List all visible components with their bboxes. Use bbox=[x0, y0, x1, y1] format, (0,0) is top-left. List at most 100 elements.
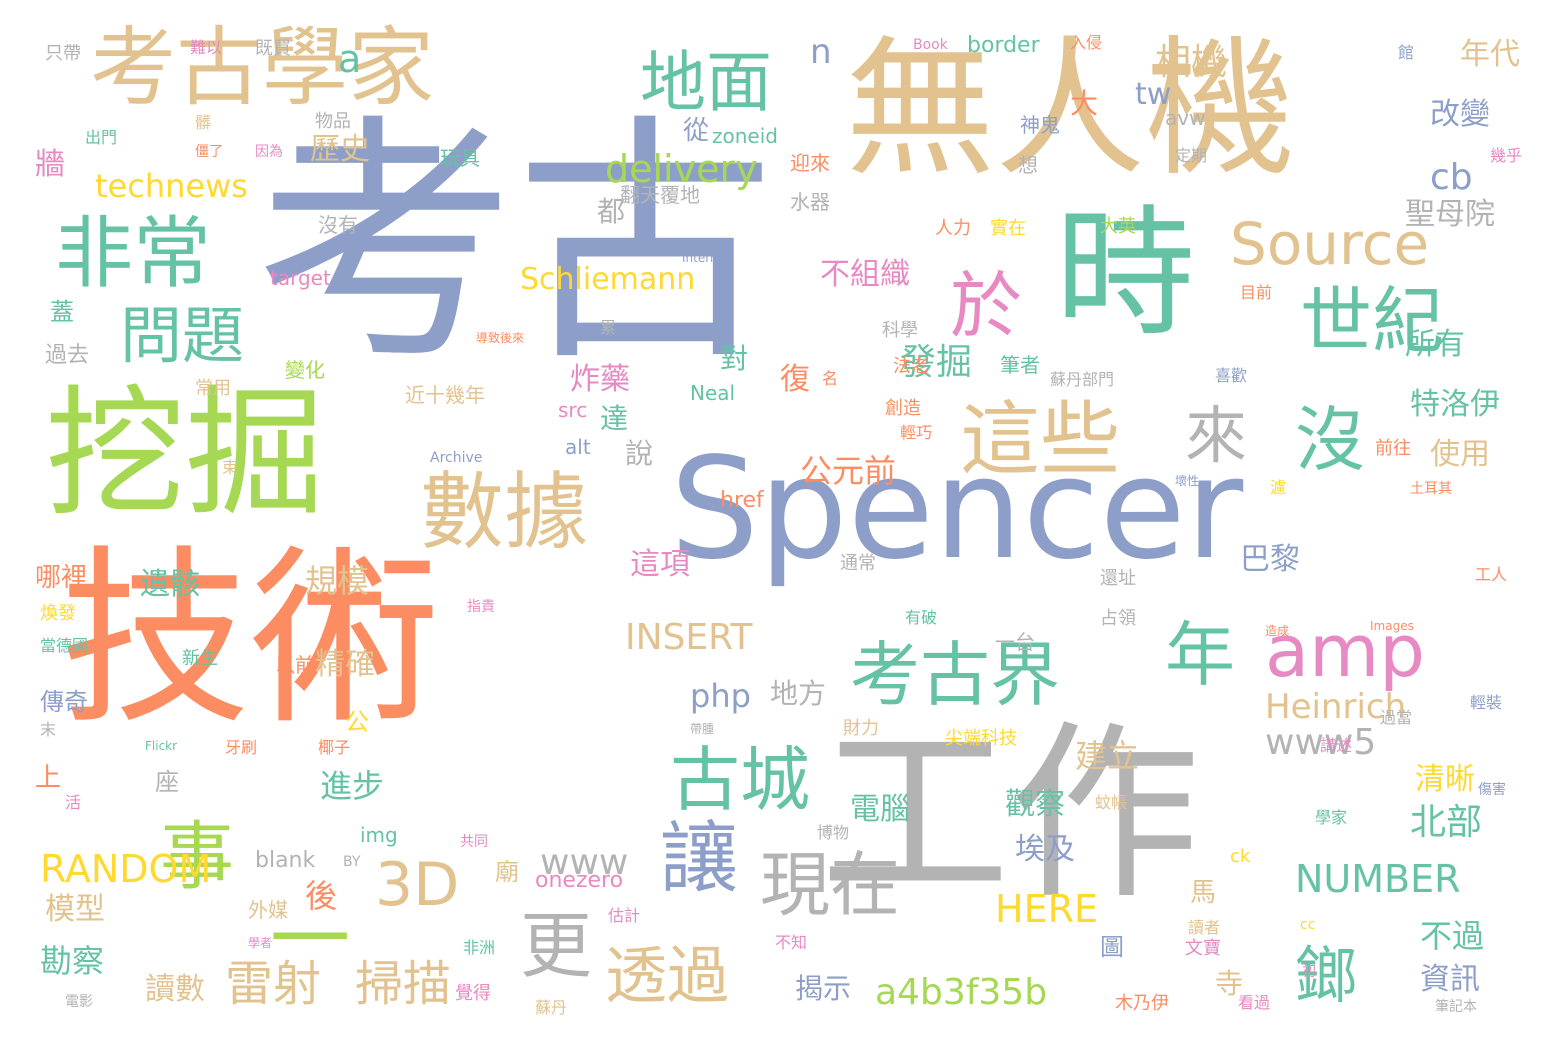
cloud-word: 學家 bbox=[1315, 808, 1348, 827]
cloud-word: 過去 bbox=[45, 343, 90, 368]
cloud-word: 3D bbox=[375, 850, 460, 920]
cloud-word: RANDOM bbox=[40, 847, 212, 891]
cloud-word: 占領 bbox=[1100, 608, 1136, 629]
cloud-word: 一 bbox=[270, 893, 350, 986]
cloud-word: Neal bbox=[690, 381, 736, 405]
cloud-word: 讓 bbox=[660, 814, 739, 904]
cloud-word: 來 bbox=[1185, 399, 1248, 472]
cloud-word: 歷史 bbox=[310, 132, 370, 167]
cloud-word: 外媒 bbox=[248, 898, 288, 922]
cloud-word: 神鬼 bbox=[1020, 113, 1060, 137]
cloud-word: 廟 bbox=[495, 858, 519, 886]
cloud-word: NUMBER bbox=[1295, 857, 1461, 901]
cloud-word: 只帶 bbox=[45, 43, 81, 64]
cloud-word: zoneid bbox=[712, 124, 778, 148]
cloud-word: 遺骸 bbox=[140, 567, 200, 602]
cloud-word: 共同 bbox=[460, 834, 488, 850]
cloud-word: www bbox=[540, 842, 629, 883]
cloud-word: 公元前 bbox=[800, 452, 897, 490]
cloud-word: src bbox=[558, 398, 588, 422]
cloud-word: 難以 bbox=[190, 38, 223, 57]
cloud-word: 觀察 bbox=[1005, 787, 1065, 822]
cloud-word: target bbox=[270, 266, 331, 290]
cloud-word: 蘇丹部門 bbox=[1050, 370, 1115, 389]
cloud-word: 座 bbox=[155, 768, 179, 796]
cloud-word: 物品 bbox=[315, 111, 351, 132]
cloud-word: 筆記本 bbox=[1435, 999, 1477, 1015]
cloud-word: 雷射 bbox=[225, 956, 322, 1012]
cloud-word: 壞性 bbox=[1175, 474, 1200, 488]
cloud-word: blank bbox=[255, 848, 316, 873]
cloud-word: 活 bbox=[65, 793, 82, 812]
cloud-word: 模型 bbox=[45, 892, 105, 927]
cloud-word: 僵了 bbox=[195, 144, 223, 160]
cloud-word: 發掘 bbox=[900, 342, 973, 383]
cloud-word: 考古 bbox=[255, 94, 775, 396]
cloud-word: 覺得 bbox=[455, 983, 491, 1004]
cloud-word: 末 bbox=[40, 720, 57, 739]
cloud-word: 使用 bbox=[1430, 437, 1490, 472]
cloud-word: HERE bbox=[995, 887, 1098, 931]
cloud-word: 電腦 bbox=[850, 792, 910, 827]
cloud-word: 定期 bbox=[1175, 146, 1208, 165]
cloud-word: 濾 bbox=[1270, 478, 1287, 497]
cloud-word: 看過 bbox=[1238, 993, 1271, 1012]
cloud-word: 有破 bbox=[905, 608, 938, 627]
cloud-word: 技術 bbox=[60, 529, 441, 750]
cloud-word: 說 bbox=[625, 437, 654, 470]
cloud-word: 數據 bbox=[420, 463, 589, 561]
cloud-word: 輕巧 bbox=[900, 423, 933, 442]
cloud-word: onezero bbox=[535, 868, 624, 893]
cloud-word: 公 bbox=[345, 708, 369, 736]
cloud-word: 蘇丹 bbox=[535, 998, 568, 1017]
cloud-word: 從 bbox=[683, 116, 710, 146]
cloud-word: Spencer bbox=[670, 428, 1244, 591]
cloud-word: 非洲 bbox=[463, 938, 496, 957]
cloud-word: 還址 bbox=[1100, 568, 1136, 589]
cloud-word: n bbox=[810, 32, 832, 72]
cloud-word: 不過 bbox=[1420, 917, 1485, 955]
cloud-word: Internet bbox=[682, 251, 730, 265]
cloud-word: 通常 bbox=[840, 553, 876, 574]
cloud-word: 事 bbox=[160, 814, 234, 900]
cloud-word: 筆者 bbox=[1000, 353, 1040, 377]
cloud-word: 大 bbox=[1070, 87, 1099, 120]
cloud-word: 一台 bbox=[995, 630, 1035, 654]
cloud-word: 文寶 bbox=[1185, 938, 1221, 959]
cloud-word: border bbox=[967, 33, 1040, 58]
cloud-word: 地方 bbox=[770, 677, 827, 710]
cloud-word: 後 bbox=[305, 877, 338, 915]
cloud-word: 資訊 bbox=[1420, 962, 1480, 997]
cloud-word: 世紀 bbox=[1300, 279, 1445, 363]
cloud-word: 非常 bbox=[55, 209, 212, 299]
cloud-word: 造成 bbox=[1265, 624, 1290, 638]
cloud-word: 變化 bbox=[285, 358, 325, 382]
cloud-word: 財力 bbox=[843, 718, 879, 739]
cloud-word: 問題 bbox=[120, 299, 245, 372]
cloud-word: 現在 bbox=[760, 844, 900, 926]
cloud-word: 於 bbox=[950, 264, 1023, 348]
cloud-word: 不組織 bbox=[820, 257, 910, 292]
cloud-word: 迎來 bbox=[790, 151, 830, 175]
cloud-word: 埃及 bbox=[1015, 832, 1075, 867]
cloud-word: 清晰 bbox=[1415, 762, 1475, 797]
cloud-word: 馬 bbox=[1190, 878, 1217, 908]
cloud-word: 寺 bbox=[1215, 967, 1244, 1000]
cloud-word: 傷害 bbox=[1478, 782, 1506, 798]
cloud-word: technews bbox=[95, 167, 248, 205]
cloud-word: 估計 bbox=[608, 906, 641, 925]
cloud-word: 透過 bbox=[605, 939, 730, 1012]
cloud-word: 聖母院 bbox=[1405, 197, 1495, 232]
cloud-word: tw bbox=[1135, 77, 1172, 112]
cloud-word: 導致後來 bbox=[476, 331, 525, 345]
cloud-word: 牆 bbox=[35, 147, 65, 182]
cloud-word: 輕裝 bbox=[1470, 693, 1503, 712]
cloud-word: 工作 bbox=[820, 704, 1201, 925]
cloud-word: 巴黎 bbox=[1240, 542, 1300, 577]
cloud-word: 因為 bbox=[255, 144, 283, 160]
cloud-word: 讀者 bbox=[1188, 918, 1221, 937]
cloud-word: 挖掘 bbox=[45, 373, 326, 536]
cloud-word: 達 bbox=[600, 402, 629, 435]
cloud-word: 蓋 bbox=[50, 298, 74, 326]
